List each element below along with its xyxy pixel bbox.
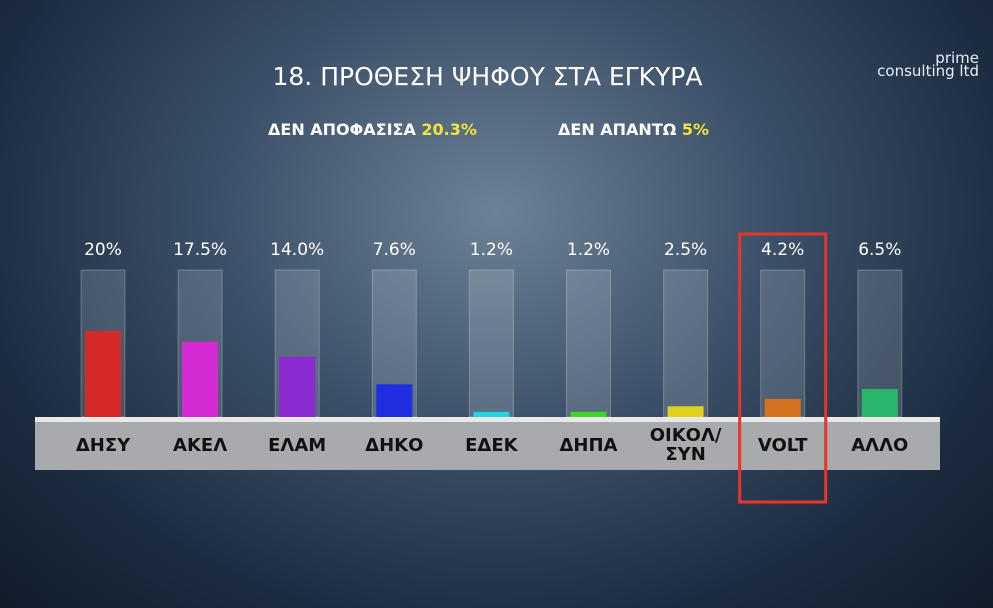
- x-tick-label: ΟΙΚΟΛ/ ΣΥΝ: [649, 425, 722, 465]
- annotation-label: ΔΕΝ ΑΠΑΝΤΩ: [558, 120, 677, 139]
- value-label: 14.0%: [270, 240, 325, 260]
- logo-line: prime: [935, 49, 979, 67]
- annotation: ΔΕΝ ΑΠΟΦΑΣΙΣΑ 20.3%: [268, 120, 477, 139]
- x-tick-label: ΔΗΣΥ: [75, 434, 131, 456]
- bar: [473, 411, 510, 417]
- x-tick-label: ΔΗΚΟ: [365, 434, 424, 456]
- bar: [861, 389, 898, 417]
- logo: prime consulting ltd: [877, 49, 979, 80]
- platform-top: [35, 417, 940, 422]
- bar-tube: [663, 269, 709, 418]
- value-label: 1.2%: [566, 240, 611, 260]
- value-label: 17.5%: [173, 240, 228, 260]
- value-label: 6.5%: [858, 240, 902, 260]
- bar: [667, 406, 704, 417]
- bar-tube: [468, 269, 514, 418]
- annotation-value: 20.3%: [421, 120, 477, 139]
- bar: [570, 411, 607, 417]
- value-label: 7.6%: [372, 240, 416, 260]
- bar: [376, 384, 413, 417]
- logo-line: consulting ltd: [877, 62, 979, 80]
- annotation-label: ΔΕΝ ΑΠΟΦΑΣΙΣΑ: [268, 120, 416, 139]
- chart-title: 18. ΠΡΟΘΕΣΗ ΨΗΦΟΥ ΣΤΑ ΕΓΚΥΡΑ: [272, 62, 703, 91]
- x-tick-label: ΑΛΛΟ: [851, 434, 909, 456]
- x-tick-label: ΔΗΠΑ: [559, 434, 618, 456]
- x-tick-label: ΕΔΕΚ: [465, 434, 518, 456]
- highlight-box: [738, 232, 828, 504]
- value-label: 20%: [84, 240, 122, 260]
- platform: [35, 422, 940, 470]
- bar: [182, 341, 219, 417]
- x-tick-label: VOLT: [757, 434, 808, 456]
- annotation-value: 5%: [681, 120, 710, 139]
- value-label: 2.5%: [663, 240, 708, 260]
- bar: [85, 331, 121, 417]
- annotation: ΔΕΝ ΑΠΑΝΤΩ 5%: [558, 120, 709, 139]
- x-tick-label: ΑΚΕΛ: [173, 434, 228, 456]
- bar: [279, 356, 316, 417]
- x-tick-label: ΕΛΑΜ: [268, 434, 327, 456]
- bar-tube: [760, 269, 806, 418]
- value-label: 4.2%: [761, 240, 805, 260]
- value-label: 1.2%: [469, 240, 513, 260]
- bar: [764, 398, 801, 417]
- bar-tube: [566, 269, 611, 418]
